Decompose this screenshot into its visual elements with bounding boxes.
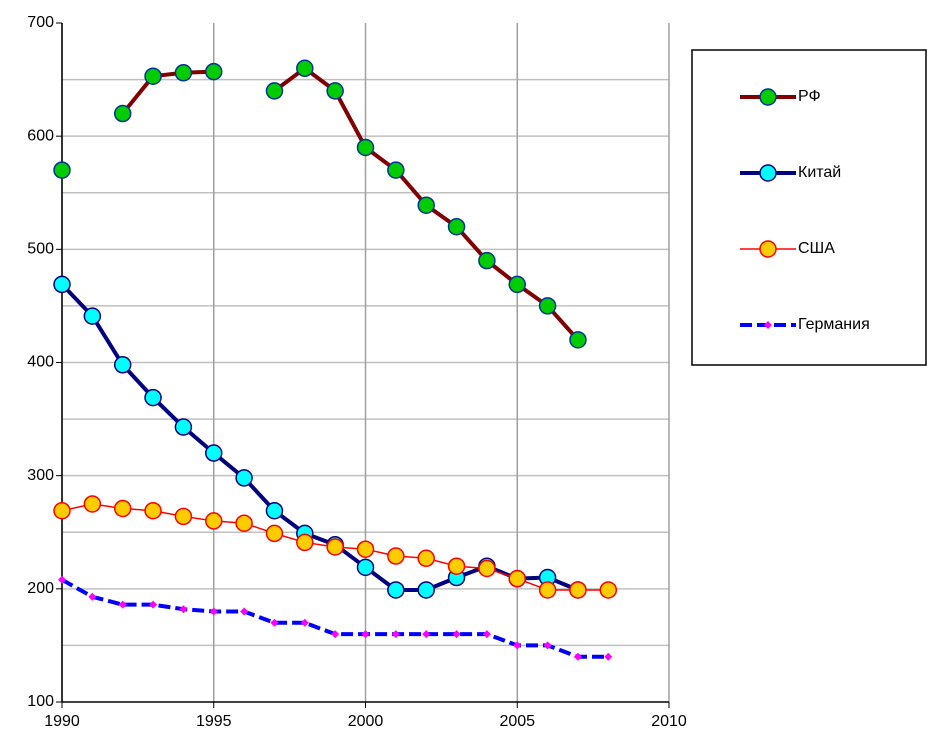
data-point — [265, 82, 284, 100]
data-point — [452, 630, 461, 639]
y-tick-label: 600 — [27, 127, 54, 144]
data-point — [205, 444, 223, 462]
data-point — [478, 559, 496, 578]
data-point — [83, 495, 102, 513]
data-point — [296, 59, 314, 78]
data-point — [296, 533, 314, 552]
data-point — [53, 275, 71, 294]
x-tick-label: 2000 — [348, 713, 384, 730]
data-point — [265, 524, 284, 543]
x-tick-label: 1990 — [44, 713, 80, 730]
legend-label: Германия — [798, 316, 870, 333]
data-point — [53, 501, 71, 520]
data-point — [543, 641, 552, 650]
data-point — [422, 630, 431, 639]
data-point — [270, 618, 279, 627]
data-point — [113, 356, 132, 374]
x-tick-label: 2005 — [499, 713, 535, 730]
legend-label: Китай — [798, 164, 841, 181]
data-point — [265, 501, 284, 520]
data-point — [538, 581, 557, 599]
data-point — [573, 652, 582, 661]
data-point — [569, 331, 587, 349]
y-tick-label: 700 — [27, 14, 54, 31]
data-point — [482, 630, 491, 639]
data-point — [144, 501, 162, 520]
data-point — [417, 196, 435, 214]
series-line — [121, 66, 580, 342]
data-point — [144, 67, 162, 85]
data-point — [174, 64, 193, 82]
data-point — [417, 581, 435, 599]
data-point — [356, 558, 375, 577]
data-point — [508, 275, 526, 294]
legend-label: США — [798, 240, 835, 257]
data-point — [478, 251, 496, 270]
data-point — [113, 499, 132, 518]
legend-box — [691, 49, 927, 366]
legend-label: РФ — [798, 88, 821, 105]
data-point — [88, 592, 97, 601]
y-tick-label: 100 — [27, 693, 54, 710]
legend-marker — [764, 321, 772, 329]
y-tick-label: 400 — [27, 354, 54, 371]
data-point — [361, 630, 370, 639]
data-point — [513, 641, 522, 650]
x-tick-label: 2010 — [651, 713, 687, 730]
data-point — [569, 581, 587, 599]
y-tick-label: 500 — [27, 241, 54, 258]
data-point — [417, 549, 435, 568]
data-point — [235, 469, 253, 487]
data-point — [235, 514, 253, 532]
data-point — [447, 217, 466, 236]
y-tick-label: 300 — [27, 467, 54, 484]
data-point — [149, 600, 158, 609]
data-point — [179, 605, 188, 614]
x-tick-label: 1995 — [196, 713, 232, 730]
y-tick-label: 200 — [27, 580, 54, 597]
data-point — [387, 581, 405, 599]
data-point — [118, 600, 127, 609]
data-point — [387, 161, 405, 179]
data-point — [599, 581, 618, 599]
data-point — [58, 575, 66, 584]
data-point — [508, 569, 526, 588]
data-point — [538, 297, 557, 315]
legend-marker — [759, 240, 777, 258]
legend-marker — [759, 164, 777, 182]
data-point — [209, 607, 218, 616]
data-point — [604, 652, 613, 661]
data-point — [113, 104, 132, 123]
data-point — [447, 557, 466, 575]
data-point — [326, 538, 344, 556]
data-point — [53, 161, 71, 179]
data-point — [205, 512, 223, 530]
data-point — [144, 388, 162, 407]
data-point — [300, 618, 309, 627]
data-point — [331, 630, 340, 639]
data-point — [356, 540, 375, 558]
data-point — [356, 138, 375, 157]
data-point — [240, 607, 249, 616]
data-point — [83, 307, 102, 325]
data-point — [391, 630, 400, 639]
legend-marker — [759, 88, 777, 106]
data-point — [205, 62, 223, 81]
data-point — [174, 418, 193, 436]
data-point — [326, 82, 344, 100]
data-point — [387, 547, 405, 565]
data-point — [174, 507, 193, 526]
